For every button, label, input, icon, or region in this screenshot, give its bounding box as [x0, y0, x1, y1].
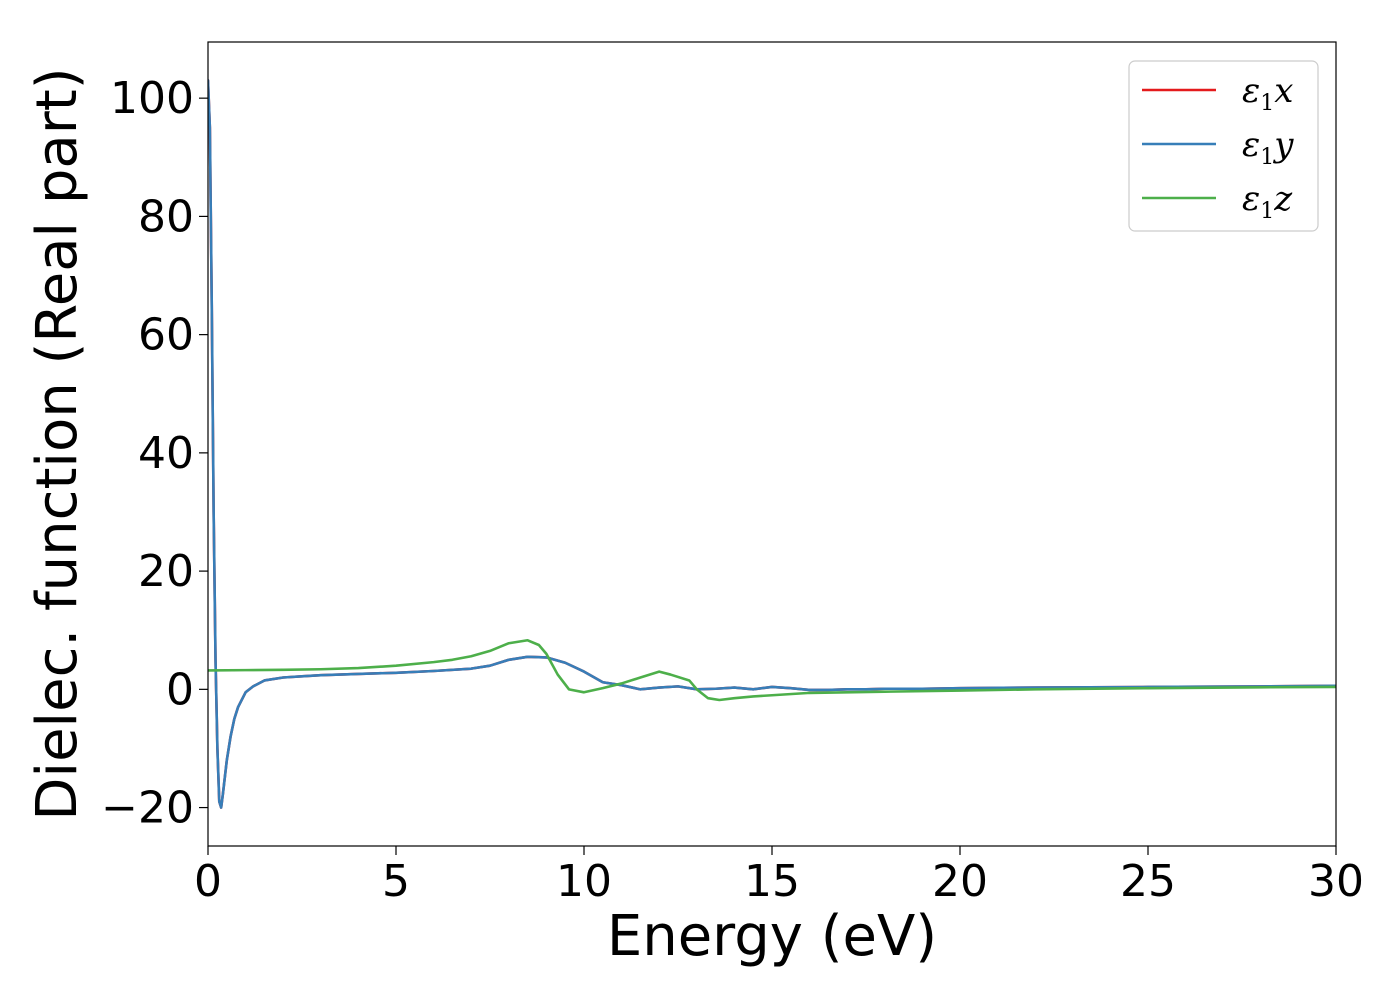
series-line-z [208, 638, 1336, 702]
x-tick-label: 10 [556, 856, 612, 907]
y-axis: −20 0 20 40 60 80 100 [101, 73, 208, 834]
legend: ε1x ε1y ε1z [1128, 60, 1319, 232]
x-axis-label: Energy (eV) [607, 904, 937, 969]
x-tick-label: 30 [1308, 856, 1364, 907]
x-tick-label: 5 [382, 856, 410, 907]
y-tick-label: 80 [138, 191, 194, 242]
y-axis-label: Dielec. function (Real part) [25, 67, 90, 820]
y-tick-label: −20 [101, 783, 194, 834]
x-tick-label: 15 [744, 856, 800, 907]
legend-label-y: ε1y [1242, 125, 1294, 170]
y-tick-label: 0 [166, 664, 194, 715]
x-axis: 0 5 10 15 20 25 30 [194, 846, 1364, 907]
series-line-y [208, 79, 1336, 809]
series-layer [208, 79, 1336, 809]
x-tick-label: 0 [194, 856, 222, 907]
legend-label-x: ε1x [1242, 71, 1293, 116]
y-tick-label: 20 [138, 546, 194, 597]
y-tick-label: 100 [110, 73, 194, 124]
x-tick-label: 20 [932, 856, 988, 907]
y-tick-label: 40 [138, 428, 194, 479]
legend-label-z: ε1z [1242, 179, 1293, 224]
legend-box [1128, 60, 1319, 232]
y-tick-label: 60 [138, 310, 194, 361]
x-tick-label: 25 [1120, 856, 1176, 907]
